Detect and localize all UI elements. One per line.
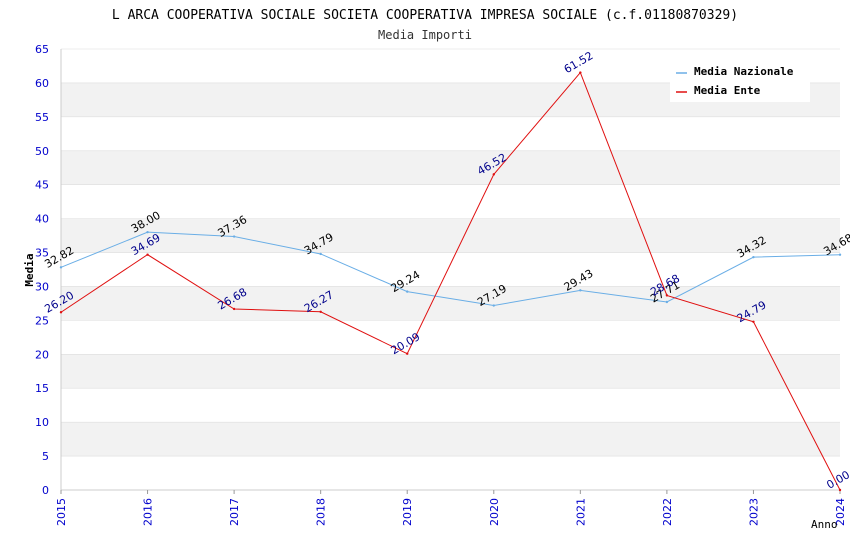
data-point (579, 289, 581, 291)
x-tick-label: 2020 (488, 498, 501, 526)
data-point (839, 489, 841, 491)
grid-band (61, 219, 840, 253)
grid-band (61, 354, 840, 388)
data-point (233, 308, 235, 310)
grid-band (61, 185, 840, 219)
y-tick-label: 25 (35, 314, 49, 327)
grid-band (61, 117, 840, 151)
data-point (233, 235, 235, 237)
chart-title: L ARCA COOPERATIVA SOCIALE SOCIETA COOPE… (112, 8, 738, 23)
grid-band (61, 253, 840, 287)
data-point (752, 256, 754, 258)
y-tick-label: 5 (42, 450, 49, 463)
y-tick-label: 15 (35, 382, 49, 395)
grid-band (61, 456, 840, 490)
y-tick-label: 20 (35, 348, 49, 361)
data-point (146, 231, 148, 233)
legend: Media Nazionale Media Ente (670, 60, 810, 102)
grid-band (61, 286, 840, 320)
data-point (60, 311, 62, 313)
x-tick-label: 2022 (661, 498, 674, 526)
data-point (319, 253, 321, 255)
legend-label-media-ente: Media Ente (694, 84, 761, 97)
data-point (493, 173, 495, 175)
y-tick-label: 30 (35, 280, 49, 293)
y-tick-label: 60 (35, 77, 49, 90)
x-tick-label: 2019 (401, 498, 414, 526)
data-point (319, 311, 321, 313)
data-point (146, 253, 148, 255)
y-tick-label: 40 (35, 213, 49, 226)
grid-band (61, 151, 840, 185)
x-tick-label: 2016 (142, 498, 155, 526)
y-tick-label: 50 (35, 145, 49, 158)
data-point (839, 254, 841, 256)
y-tick-label: 55 (35, 111, 49, 124)
data-point (752, 321, 754, 323)
x-tick-label: 2018 (315, 498, 328, 526)
data-point (666, 294, 668, 296)
grid-band (61, 422, 840, 456)
data-point (406, 352, 408, 354)
grid-band (61, 320, 840, 354)
data-point (60, 266, 62, 268)
x-tick-label: 2023 (747, 498, 760, 526)
y-tick-label: 10 (35, 416, 49, 429)
y-axis-label: Media (23, 253, 36, 286)
data-point (406, 290, 408, 292)
data-point (666, 301, 668, 303)
y-tick-label: 0 (42, 484, 49, 497)
grid-band (61, 388, 840, 422)
x-tick-label: 2021 (574, 498, 587, 526)
chart-subtitle: Media Importi (378, 28, 472, 42)
data-point (579, 71, 581, 73)
x-tick-label: 2015 (55, 498, 68, 526)
y-tick-label: 65 (35, 43, 49, 56)
x-tick-label: 2017 (228, 498, 241, 526)
data-point (493, 304, 495, 306)
y-tick-label: 45 (35, 179, 49, 192)
legend-label-media-nazionale: Media Nazionale (694, 65, 794, 78)
x-axis-label: Anno (811, 518, 838, 531)
